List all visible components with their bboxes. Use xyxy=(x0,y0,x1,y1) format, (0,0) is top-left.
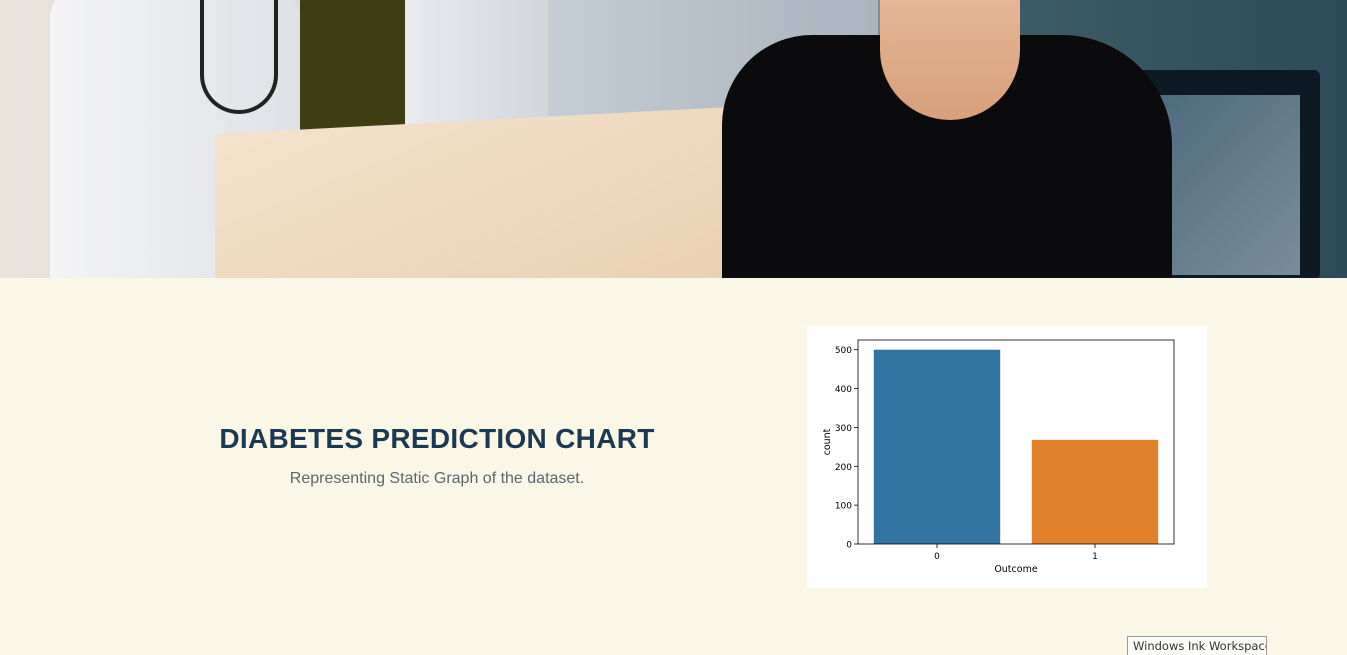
plot-frame xyxy=(857,339,1175,545)
windows-ink-workspace-button[interactable]: Windows Ink Workspace xyxy=(1127,636,1267,655)
section-title: DIABETES PREDICTION CHART xyxy=(219,423,655,454)
x-axis-label: Outcome xyxy=(994,564,1038,575)
bar-0 xyxy=(873,349,1001,544)
hero-photo xyxy=(0,0,1347,278)
y-tick-label: 500 xyxy=(835,346,852,356)
folder-icon xyxy=(215,105,750,278)
section-subtitle: Representing Static Graph of the dataset… xyxy=(289,470,585,487)
outcome-bar-chart: 0 100 200 300 400 500 0 1 Outcome count xyxy=(822,339,1175,575)
y-tick-label: 200 xyxy=(835,463,852,473)
y-tick-label: 400 xyxy=(835,385,852,395)
stethoscope-icon xyxy=(200,0,278,114)
y-tick-label: 100 xyxy=(835,502,852,512)
bar-1 xyxy=(1031,439,1159,544)
patient-neck xyxy=(880,0,1020,120)
y-tick-label: 300 xyxy=(835,424,852,434)
x-tick-label: 1 xyxy=(1092,552,1098,562)
chart-card: 0 100 200 300 400 500 0 1 Outcome count xyxy=(807,326,1207,588)
y-tick-label: 0 xyxy=(846,541,852,551)
y-axis-label: count xyxy=(822,428,833,455)
x-tick-label: 0 xyxy=(934,552,940,562)
